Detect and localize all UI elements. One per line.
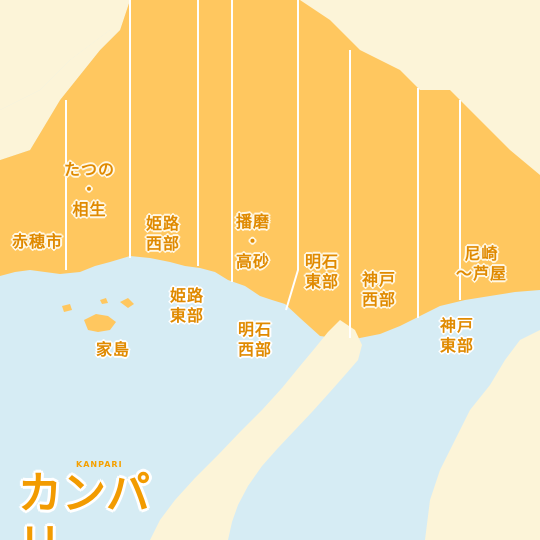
ieshima-island (84, 314, 116, 332)
area-label-amagasaki-ashiya: 尼崎 〜芦屋 (456, 244, 508, 283)
area-dividers (65, 0, 461, 338)
area-label-kobe-west: 神戸 西部 (362, 270, 397, 309)
logo-text: カンパリ (18, 468, 150, 540)
land-east (425, 330, 540, 540)
awaji-island (150, 320, 362, 540)
area-label-himeji-east: 姫路 東部 (170, 286, 205, 325)
ieshima-islet-2 (62, 304, 72, 312)
area-label-tatsuno-aioi: たつの ・ 相生 (64, 160, 116, 219)
divider-takasago (285, 0, 299, 311)
area-label-kobe-east: 神戸 東部 (440, 316, 475, 355)
area-label-ieshima: 家島 (96, 340, 131, 359)
land-service-area (0, 0, 540, 340)
ieshima-islet-1 (120, 298, 134, 308)
logo-subtext: KANPARI (76, 460, 123, 469)
area-label-akashi-west: 明石 西部 (238, 320, 273, 359)
area-label-harima-takasago: 播磨 ・ 高砂 (236, 212, 271, 271)
area-label-akashi-east: 明石 東部 (305, 252, 340, 291)
ieshima-islet-3 (100, 298, 108, 304)
kanpari-logo: KANPARI カンパリ (16, 460, 186, 540)
land-outside-west (0, 0, 130, 160)
area-label-himeji-west: 姫路 西部 (146, 214, 181, 253)
land-outside-north (0, 0, 540, 220)
area-label-ako: 赤穂市 (12, 232, 64, 251)
